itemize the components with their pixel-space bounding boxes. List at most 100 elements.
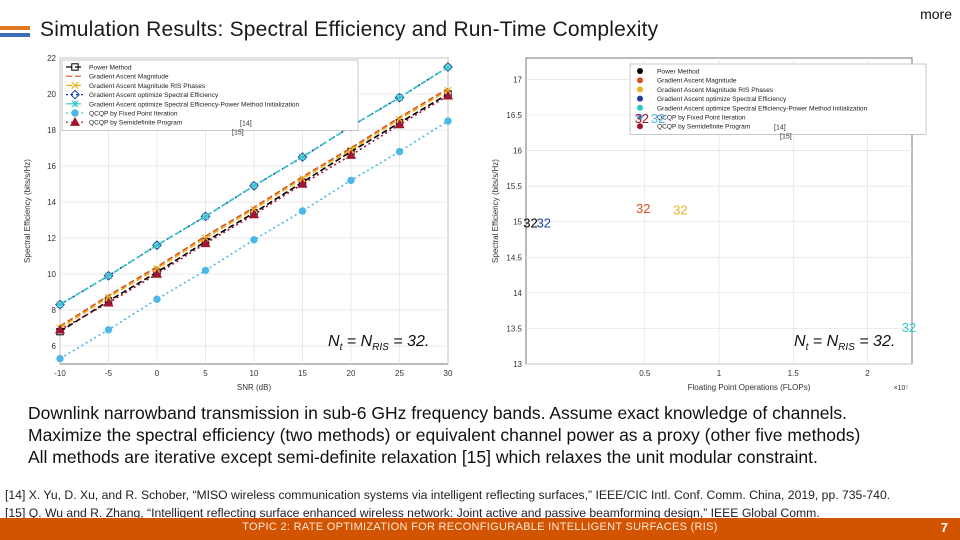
data-point — [250, 205, 258, 213]
legend-marker — [71, 109, 79, 117]
y-tick-label: 18 — [47, 126, 56, 135]
y-tick-label: 13 — [513, 360, 522, 369]
series-line — [59, 87, 449, 327]
legend-marker — [71, 63, 79, 71]
ref-label: [14] — [774, 124, 786, 131]
y-tick-label: 16 — [47, 162, 56, 171]
x-axis-multiplier: ×10⁷ — [894, 385, 909, 392]
legend-swatch — [637, 68, 643, 74]
legend-entry: Gradient Ascent optimize Spectral Effici… — [89, 92, 219, 99]
reference-item: [15] Q. Wu and R. Zhang, “Intelligent re… — [5, 506, 820, 520]
x-tick-label: 5 — [203, 369, 208, 378]
data-point — [104, 293, 113, 302]
legend-entry: Power Method — [657, 69, 700, 76]
data-point — [103, 297, 114, 307]
bullet-item: Downlink narrowband transmission in sub-… — [28, 403, 848, 423]
more-link[interactable]: more — [920, 6, 952, 22]
legend-swatch — [637, 123, 643, 130]
y-tick-label: 20 — [47, 90, 56, 99]
legend-swatch — [637, 86, 643, 93]
references: [14] X. Yu, D. Xu, and R. Schober, “MISO… — [5, 486, 955, 522]
data-point — [443, 62, 453, 72]
bullet-item: Maximize the spectral efficiency (two me… — [28, 425, 861, 445]
y-axis-label: Spectral Efficiency (bits/s/Hz) — [491, 159, 500, 263]
y-tick-label: 8 — [52, 306, 57, 315]
data-point — [104, 272, 113, 280]
bullet-list: Downlink narrowband transmission in sub-… — [28, 402, 928, 468]
data-point-label: 32 — [651, 111, 665, 126]
y-tick-label: 17 — [513, 75, 522, 84]
data-point — [201, 266, 210, 275]
ref-label: [15] — [232, 129, 244, 136]
x-tick-label: 1.5 — [788, 369, 800, 378]
y-tick-label: 10 — [47, 270, 56, 279]
page-number: 7 — [940, 520, 948, 535]
legend-entry: QCQP by Semidefinite Program — [89, 120, 183, 127]
data-point — [444, 86, 452, 95]
y-tick-label: 15.5 — [506, 182, 522, 191]
data-point — [347, 146, 355, 154]
data-point — [298, 174, 307, 183]
data-point — [442, 90, 454, 100]
legend-entry: QCQP by Semidefinite Program — [657, 124, 751, 131]
data-point — [395, 115, 404, 123]
x-tick-label: -10 — [54, 369, 66, 378]
data-point-label: 32 — [673, 203, 687, 218]
data-point — [395, 147, 404, 156]
data-point — [395, 94, 404, 102]
data-point — [56, 354, 64, 363]
x-tick-label: -5 — [105, 369, 113, 378]
legend-entry: Gradient Ascent Magnitude — [89, 74, 169, 81]
footer-text: TOPIC 2: RATE OPTIMIZATION FOR RECONFIGU… — [242, 521, 718, 533]
x-tick-label: 25 — [395, 369, 404, 378]
y-tick-label: 16 — [513, 147, 522, 156]
y-tick-label: 15 — [513, 218, 522, 227]
x-tick-label: 20 — [347, 369, 356, 378]
spectral-efficiency-vs-snr-chart: -10 -5 0 5 10 15 20 25 30 6 8 10 12 14 16 18 20 22 SNR (dB… — [23, 54, 454, 392]
data-point — [153, 241, 161, 249]
x-tick-label: 10 — [250, 369, 259, 378]
x-tick-label: 30 — [444, 369, 453, 378]
legend-swatch — [637, 77, 643, 84]
x-tick-label: 0 — [155, 369, 160, 378]
legend-entry: Gradient Ascent optimize Spectral Effici… — [89, 101, 300, 108]
data-point — [347, 176, 355, 185]
x-tick-label: 2 — [865, 369, 870, 378]
slide-title: Simulation Results: Spectral Efficiency … — [40, 18, 659, 41]
ref-label: [15] — [780, 133, 792, 140]
data-point — [200, 238, 211, 248]
data-point-label: 32 — [523, 215, 537, 230]
legend-entry: Gradient Ascent Magnitude — [657, 78, 737, 85]
legend-entry: Gradient Ascent optimize Spectral Effici… — [657, 105, 868, 112]
legend-box — [629, 63, 927, 135]
title-accent-bar — [0, 26, 30, 30]
y-tick-label: 13.5 — [506, 324, 522, 333]
data-point — [444, 117, 452, 125]
data-point — [151, 268, 163, 278]
data-point — [153, 264, 161, 273]
y-axis-label: Spectral Efficiency (bits/s/Hz) — [23, 159, 32, 263]
data-point-label: 32 — [636, 201, 650, 216]
y-tick-label: 14 — [513, 289, 522, 298]
x-axis-label: SNR (dB) — [237, 383, 272, 392]
legend-swatch — [637, 104, 643, 111]
data-point-label: 32 — [635, 111, 649, 126]
legend-entry: Gradient Ascent Magnitude RIS Phases — [89, 83, 206, 90]
y-tick-label: 12 — [47, 234, 56, 243]
legend-entry: QCQP by Fixed Point Iteration — [89, 111, 178, 118]
y-tick-label: 14.5 — [506, 253, 522, 262]
legend-marker — [70, 89, 80, 100]
y-tick-label: 22 — [47, 54, 56, 63]
data-point — [152, 240, 162, 251]
data-point — [394, 119, 405, 129]
x-tick-label: 0.5 — [639, 369, 651, 378]
spectral-efficiency-vs-flops-chart: 0.5 1 1.5 2 13 13.5 14 14.5 15 15.5 16 16.5 17 Floati… — [491, 57, 927, 392]
data-point — [298, 153, 307, 161]
data-point — [444, 63, 452, 71]
data-point — [201, 212, 210, 220]
legend-marker — [71, 100, 79, 108]
chart-annotation: Nt = NRIS = 32. — [328, 333, 429, 353]
data-point — [104, 326, 113, 334]
footer-bar: TOPIC 2: RATE OPTIMIZATION FOR RECONFIGU… — [0, 518, 960, 540]
y-tick-label: 16.5 — [506, 111, 522, 120]
